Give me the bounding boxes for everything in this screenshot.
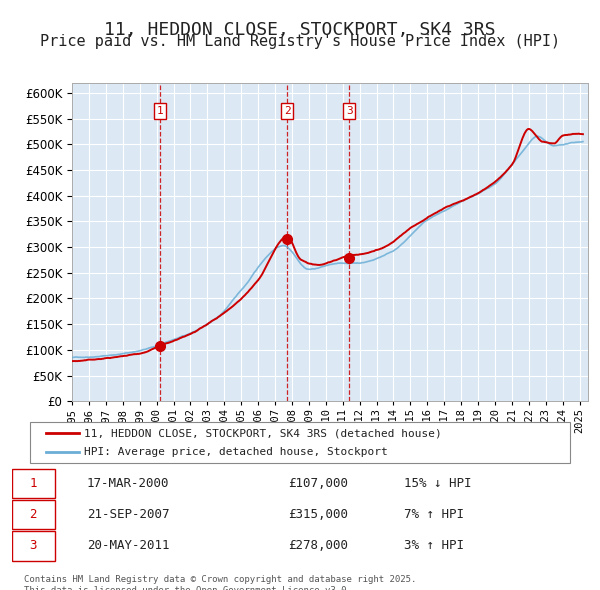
Text: 11, HEDDON CLOSE, STOCKPORT, SK4 3RS (detached house): 11, HEDDON CLOSE, STOCKPORT, SK4 3RS (de… — [84, 428, 442, 438]
Text: 15% ↓ HPI: 15% ↓ HPI — [404, 477, 471, 490]
Text: 1: 1 — [29, 477, 37, 490]
FancyBboxPatch shape — [12, 469, 55, 498]
FancyBboxPatch shape — [12, 532, 55, 560]
Text: 20-MAY-2011: 20-MAY-2011 — [87, 539, 169, 552]
Text: 3: 3 — [29, 539, 37, 552]
Text: 21-SEP-2007: 21-SEP-2007 — [87, 508, 169, 522]
Text: 2: 2 — [284, 106, 290, 116]
Text: 2: 2 — [29, 508, 37, 522]
Text: Contains HM Land Registry data © Crown copyright and database right 2025.
This d: Contains HM Land Registry data © Crown c… — [24, 575, 416, 590]
Text: Price paid vs. HM Land Registry's House Price Index (HPI): Price paid vs. HM Land Registry's House … — [40, 34, 560, 49]
FancyBboxPatch shape — [12, 500, 55, 529]
Text: 7% ↑ HPI: 7% ↑ HPI — [404, 508, 464, 522]
Text: HPI: Average price, detached house, Stockport: HPI: Average price, detached house, Stoc… — [84, 447, 388, 457]
Text: 11, HEDDON CLOSE, STOCKPORT, SK4 3RS: 11, HEDDON CLOSE, STOCKPORT, SK4 3RS — [104, 21, 496, 39]
Text: £315,000: £315,000 — [289, 508, 349, 522]
Text: 3: 3 — [346, 106, 352, 116]
Text: £278,000: £278,000 — [289, 539, 349, 552]
Text: 3% ↑ HPI: 3% ↑ HPI — [404, 539, 464, 552]
FancyBboxPatch shape — [30, 422, 570, 463]
Text: 1: 1 — [157, 106, 164, 116]
Text: £107,000: £107,000 — [289, 477, 349, 490]
Text: 17-MAR-2000: 17-MAR-2000 — [87, 477, 169, 490]
